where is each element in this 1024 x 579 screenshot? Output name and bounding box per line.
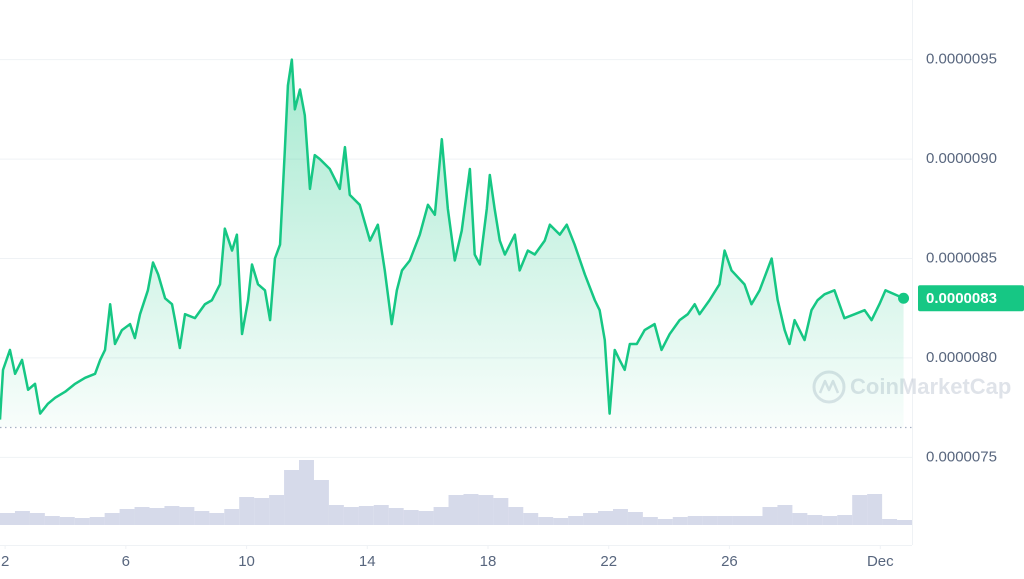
volume-bar	[373, 505, 389, 525]
volume-bar	[313, 480, 329, 525]
volume-bar	[657, 519, 673, 525]
volume-bar	[687, 516, 703, 525]
y-tick-label: 0.0000080	[926, 349, 997, 366]
volume-bar	[523, 513, 539, 525]
volume-bar	[583, 513, 599, 525]
x-tick-label: 2	[1, 553, 9, 570]
volume-bar	[59, 517, 75, 525]
volume-bar	[29, 513, 45, 525]
volume-bar	[194, 511, 210, 525]
volume-bar	[119, 509, 135, 525]
volume-bar	[538, 517, 554, 525]
volume-bar	[284, 470, 300, 525]
volume-bar	[732, 516, 748, 525]
volume-bar	[553, 518, 569, 525]
current-price-badge	[918, 285, 1024, 312]
volume-bar	[642, 517, 658, 525]
y-tick-label: 0.0000095	[926, 51, 997, 68]
volume-bar	[478, 495, 494, 525]
volume-bar	[239, 497, 255, 525]
volume-bar	[209, 513, 225, 525]
volume-bar	[448, 495, 464, 525]
price-line	[0, 58, 905, 420]
volume-bar	[837, 515, 853, 525]
x-tick-label: 22	[600, 553, 617, 570]
x-tick-label: 26	[721, 553, 738, 570]
volume-bar	[224, 509, 240, 525]
volume-bar	[463, 494, 479, 525]
volume-bar	[74, 518, 90, 525]
volume-bar	[179, 507, 195, 525]
current-price-dot	[898, 292, 910, 304]
volume-bar	[508, 507, 524, 525]
volume-bar	[672, 517, 688, 525]
volume-bar	[777, 505, 793, 525]
volume-bar	[418, 511, 434, 525]
x-tick-label: 14	[359, 553, 376, 570]
current-price-label: 0.0000083	[926, 290, 997, 307]
volume-bar	[134, 507, 150, 525]
volume-bar	[299, 460, 314, 525]
volume-bar	[627, 512, 643, 525]
volume-bar	[104, 513, 120, 525]
y-tick-label: 0.0000090	[926, 150, 997, 167]
volume-bar	[568, 516, 584, 525]
volume-bar	[89, 517, 105, 525]
volume-bar	[164, 506, 180, 525]
volume-bar	[0, 513, 15, 525]
volume-bar	[403, 510, 419, 525]
x-tick-label: Dec	[867, 553, 894, 570]
volume-bar	[598, 511, 613, 525]
volume-bar	[328, 505, 344, 525]
volume-bar	[717, 516, 733, 525]
y-tick-label: 0.0000085	[926, 249, 997, 266]
volume-bar	[612, 509, 628, 525]
volume-bar	[269, 495, 285, 525]
x-tick-label: 18	[480, 553, 497, 570]
volume-bar	[14, 511, 30, 525]
volume-bar	[388, 508, 404, 525]
volume-bar	[807, 515, 823, 525]
volume-bar	[897, 520, 912, 525]
volume-bar	[254, 498, 270, 525]
volume-bar	[882, 519, 898, 525]
volume-bar	[358, 506, 374, 525]
volume-bar	[747, 516, 763, 525]
volume-bar	[433, 507, 449, 525]
volume-bar	[493, 498, 509, 525]
x-tick-label: 10	[238, 553, 255, 570]
volume-bar	[822, 516, 838, 525]
volume-bar	[149, 508, 165, 525]
x-tick-label: 6	[122, 553, 130, 570]
volume-bar	[792, 513, 808, 525]
volume-bar	[702, 516, 718, 525]
volume-bar	[852, 495, 868, 525]
volume-bar	[762, 507, 778, 525]
volume-bar	[44, 516, 60, 525]
volume-bar	[867, 494, 883, 525]
volume-bar	[343, 507, 359, 525]
y-tick-label: 0.0000075	[926, 448, 997, 465]
